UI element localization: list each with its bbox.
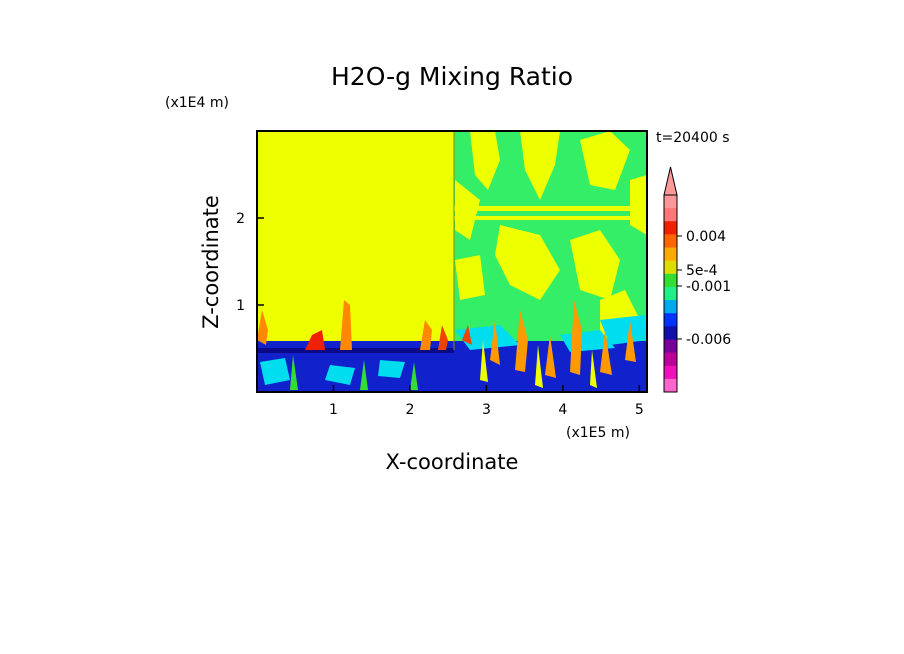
y-tick-label: 2 <box>236 211 245 227</box>
time-label: t=20400 s <box>656 130 730 146</box>
colorbar-segment <box>664 300 677 314</box>
x-tick-label: 4 <box>558 402 567 418</box>
y-unit-label: (x1E4 m) <box>165 95 229 111</box>
colorbar-segment <box>664 352 677 367</box>
x-axis-ticks: 1 2 3 4 5 <box>329 385 644 418</box>
colorbar-segment <box>664 273 677 288</box>
colorbar-segment <box>664 208 677 222</box>
colorbar-segment <box>664 365 677 380</box>
boundary-top-band <box>257 348 454 353</box>
y-axis-ticks: 12 <box>236 211 264 314</box>
x-tick-label: 1 <box>329 402 338 418</box>
colorbar-segment <box>664 195 677 209</box>
colorbar-label: -0.006 <box>686 332 731 348</box>
colorbar-extend-arrow <box>663 166 678 196</box>
colorbar <box>663 166 678 393</box>
x-tick-label: 5 <box>635 402 644 418</box>
plot-frame <box>256 130 648 393</box>
colorbar-segment <box>664 260 677 275</box>
y-axis-label: Z-coordinate <box>199 195 223 329</box>
x-axis-label: X-coordinate <box>386 450 519 474</box>
colorbar-segment <box>664 247 677 262</box>
chart-title: H2O-g Mixing Ratio <box>331 62 573 91</box>
cyan-patches <box>260 315 647 385</box>
colorbar-segment <box>664 313 677 327</box>
x-tick-label: 2 <box>405 402 414 418</box>
y-tick-label: 1 <box>236 298 245 314</box>
colorbar-segment <box>664 234 677 249</box>
x-unit-label: (x1E5 m) <box>566 425 630 441</box>
colorbar-segment <box>664 326 677 340</box>
x-tick-label: 3 <box>482 402 491 418</box>
colorbar-label: -0.001 <box>686 279 731 295</box>
colorbar-segment <box>664 339 677 354</box>
colorbar-segment <box>664 221 677 235</box>
colorbar-label: 0.004 <box>686 229 726 245</box>
region-upper-left <box>257 131 454 351</box>
field-plot <box>257 131 647 392</box>
colorbar-frame <box>663 194 678 393</box>
colorbar-label: 5e-4 <box>686 263 718 279</box>
colorbar-segment <box>664 378 677 393</box>
colorbar-segment <box>664 286 677 301</box>
plumes <box>257 300 636 390</box>
